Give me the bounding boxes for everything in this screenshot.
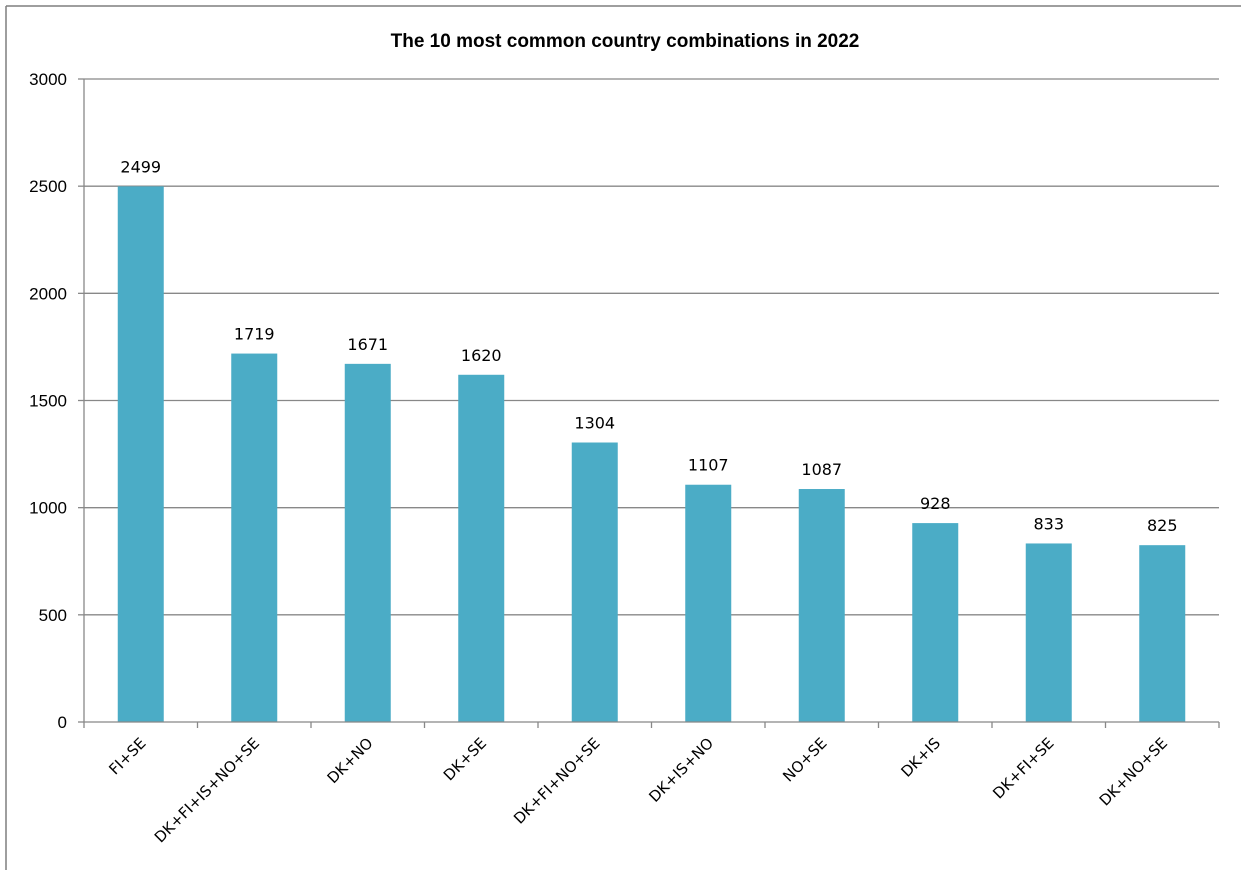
bars [117,186,1186,723]
bar [458,374,505,722]
y-tick-label: 500 [39,606,67,625]
data-label: 2499 [120,157,161,176]
data-label: 1620 [461,346,502,365]
x-tick-label: FI+SE [105,734,149,778]
bar [912,523,959,722]
x-tick-label: DK+FI+NO+SE [510,734,603,827]
bar [231,353,278,722]
y-tick-label: 1500 [29,392,67,411]
x-tick-label: DK+IS [897,734,944,781]
bar [344,363,391,722]
bar [1139,545,1186,722]
x-tick-label: DK+NO [324,734,377,787]
data-labels: 2499 1719 1671 1620 1304 1107 1087 928 833 825 [120,157,1177,535]
data-label: 1304 [574,414,615,433]
x-tick-label: DK+IS+NO [645,734,717,806]
y-tick-label: 0 [58,713,67,732]
data-label: 1719 [234,325,275,344]
bar [685,484,732,722]
axes [83,79,1220,728]
y-tick-label: 2500 [29,177,67,196]
y-tick-label: 3000 [29,70,67,89]
x-axis-category-labels: FI+SE DK+FI+IS+NO+SE DK+NO DK+SE DK+FI+NO+SE… [105,734,1171,846]
x-tick-label: DK+FI+SE [989,734,1057,802]
bar [1025,543,1072,722]
x-tick-label: DK+NO+SE [1096,734,1171,809]
y-tick-label: 2000 [29,284,67,303]
data-label: 928 [920,494,951,513]
data-label: 1107 [688,456,729,475]
y-tick-label: 1000 [29,499,67,518]
bar [571,442,618,722]
x-tick-label: DK+SE [440,734,490,784]
bar [798,489,845,722]
data-label: 825 [1147,516,1178,535]
bar [117,186,164,723]
chart-title: The 10 most common country combinations … [391,31,860,52]
data-label: 1087 [801,460,842,479]
data-label: 833 [1033,514,1064,533]
data-label: 1671 [347,335,388,354]
x-tick-label: DK+FI+IS+NO+SE [151,734,263,846]
x-tick-label: NO+SE [779,734,830,785]
y-axis-tick-labels: 0 500 1000 1500 2000 2500 3000 [29,70,67,732]
